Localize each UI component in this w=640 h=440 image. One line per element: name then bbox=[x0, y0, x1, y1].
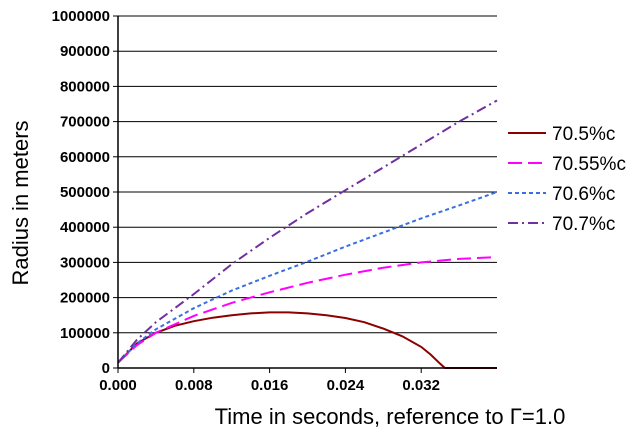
series-line-2 bbox=[117, 256, 498, 364]
y-tick-label: 400000 bbox=[60, 219, 110, 236]
series-line-4 bbox=[117, 99, 498, 364]
x-tick-labels: 0.000 0.008 0.016 0.024 0.032 bbox=[99, 377, 440, 394]
y-tick-labels: 0 100000 200000 300000 400000 500000 600000 700… bbox=[52, 8, 110, 377]
legend: 70.5%c 70.55%c 70.6%c 70.7%c bbox=[508, 124, 626, 235]
grid-lines bbox=[113, 15, 497, 373]
x-axis-title: Time in seconds, reference to Γ=1.0 bbox=[215, 404, 566, 429]
y-axis-title: Radius in meters bbox=[8, 120, 33, 285]
y-tick-label: 100000 bbox=[60, 325, 110, 342]
y-tick-label: 300000 bbox=[60, 254, 110, 271]
x-tick-label: 0.000 bbox=[99, 377, 137, 394]
legend-label: 70.7%c bbox=[552, 214, 615, 235]
y-tick-label: 200000 bbox=[60, 290, 110, 307]
legend-label: 70.5%c bbox=[552, 124, 615, 145]
y-tick-label: 1000000 bbox=[52, 8, 110, 25]
legend-label: 70.6%c bbox=[552, 184, 615, 205]
y-tick-label: 800000 bbox=[60, 78, 110, 95]
series-lines bbox=[117, 99, 498, 369]
legend-label: 70.55%c bbox=[552, 154, 626, 175]
y-tick-label: 600000 bbox=[60, 149, 110, 166]
series-line-3 bbox=[117, 191, 498, 364]
x-tick-label: 0.024 bbox=[327, 377, 365, 394]
y-tick-label: 0 bbox=[102, 360, 110, 377]
x-tick-label: 0.032 bbox=[402, 377, 440, 394]
y-tick-label: 900000 bbox=[60, 43, 110, 60]
x-tick-label: 0.016 bbox=[251, 377, 289, 394]
y-tick-label: 700000 bbox=[60, 114, 110, 131]
y-tick-label: 500000 bbox=[60, 184, 110, 201]
series-line-1 bbox=[117, 311, 497, 369]
x-tick-label: 0.008 bbox=[175, 377, 213, 394]
axes bbox=[117, 16, 497, 369]
